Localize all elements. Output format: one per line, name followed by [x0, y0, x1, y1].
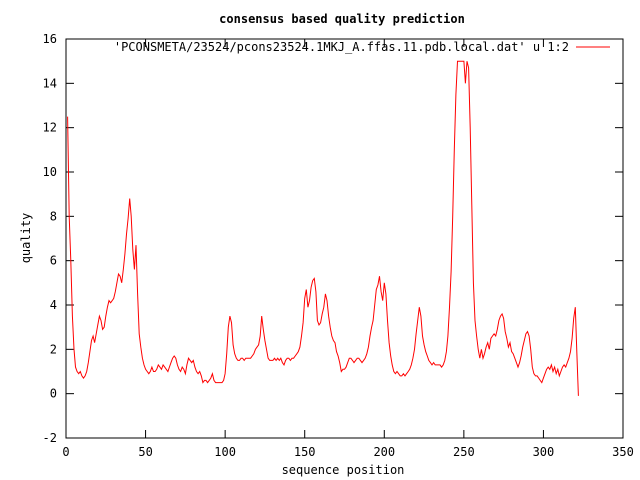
x-tick-label: 0: [62, 445, 69, 459]
x-tick-label: 300: [533, 445, 555, 459]
x-tick-label: 250: [453, 445, 475, 459]
y-tick-label: -2: [43, 431, 57, 445]
x-tick-label: 100: [214, 445, 236, 459]
plot-frame: [65, 38, 624, 439]
x-tick-label: 200: [373, 445, 395, 459]
series-layer: [67, 60, 579, 396]
y-tick-label: 6: [50, 254, 57, 268]
series-line-1: [67, 60, 579, 396]
legend-label-series-1: 'PCONSMETA/23524/pcons23524.1MKJ_A.ffas.…: [114, 40, 569, 54]
y-axis-label: quality: [19, 213, 33, 264]
x-tick-label: 50: [138, 445, 152, 459]
axes-layer: [65, 38, 624, 439]
y-tick-label: 2: [50, 342, 57, 356]
legend: 'PCONSMETA/23524/pcons23524.1MKJ_A.ffas.…: [114, 40, 610, 54]
x-tick-label: 350: [612, 445, 634, 459]
x-axis-label: sequence position: [282, 463, 405, 477]
y-tick-label: 8: [50, 209, 57, 223]
y-tick-label: 12: [43, 121, 57, 135]
x-tick-label: 150: [294, 445, 316, 459]
y-tick-label: 4: [50, 298, 57, 312]
y-tick-label: 10: [43, 165, 57, 179]
ticks-layer: 0 50 100 150 200 250 300 350 -2 0 2 4 6 8 10 12 14 16: [43, 32, 634, 459]
y-tick-label: 14: [43, 76, 57, 90]
y-tick-label: 16: [43, 32, 57, 46]
y-tick-label: 0: [50, 387, 57, 401]
chart-title: consensus based quality prediction: [219, 12, 465, 26]
